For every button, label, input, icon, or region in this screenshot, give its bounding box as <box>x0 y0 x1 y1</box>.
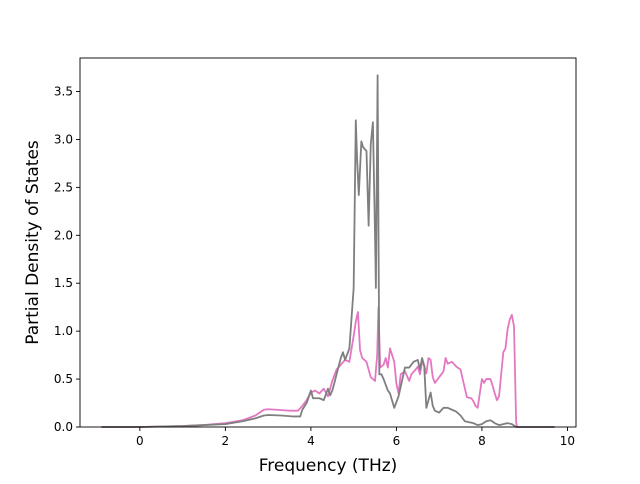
y-tick-label: 0.0 <box>54 420 73 434</box>
y-tick-label: 3.0 <box>54 132 73 146</box>
pdos-series-line-2 <box>101 74 555 428</box>
y-tick-label: 1.0 <box>54 324 73 338</box>
x-tick-label: 4 <box>307 434 315 448</box>
axes <box>79 57 577 428</box>
x-tick-label: 2 <box>222 434 230 448</box>
y-axis-label: Partial Density of States <box>23 140 43 345</box>
x-tick-label: 0 <box>136 434 144 448</box>
x-axis-ticks: 0 2 4 6 8 10 <box>136 427 575 448</box>
y-tick-label: 1.5 <box>54 276 73 290</box>
pdos-series-line-1 <box>101 306 555 428</box>
x-tick-label: 8 <box>478 434 486 448</box>
x-axis-label: Frequency (THz) <box>259 456 398 476</box>
y-tick-label: 2.5 <box>54 180 73 194</box>
x-tick-label: 10 <box>560 434 575 448</box>
y-tick-label: 2.0 <box>54 228 73 242</box>
plot-area <box>101 74 555 428</box>
plot-frame <box>79 57 577 428</box>
x-tick-label: 6 <box>393 434 401 448</box>
y-tick-label: 3.5 <box>54 85 73 99</box>
y-tick-label: 0.5 <box>54 372 73 386</box>
y-axis-ticks: 0.0 0.5 1.0 1.5 2.0 2.5 3.0 3.5 <box>54 85 80 434</box>
